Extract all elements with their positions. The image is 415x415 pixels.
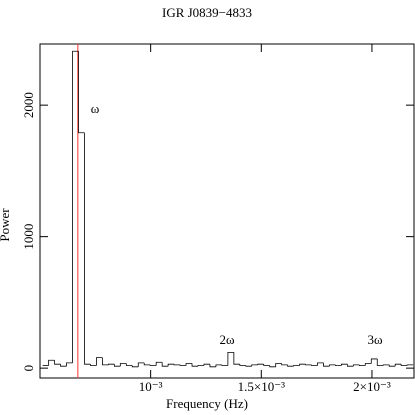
histogram-step bbox=[161, 362, 169, 367]
histogram-step bbox=[233, 352, 240, 365]
y-axis-label: Power bbox=[0, 208, 12, 242]
histogram-step bbox=[131, 365, 139, 368]
histogram-step bbox=[275, 363, 282, 367]
histogram-step bbox=[317, 362, 324, 366]
histogram-step bbox=[155, 361, 163, 366]
histogram-step bbox=[388, 364, 396, 367]
histogram-step bbox=[102, 357, 109, 366]
histogram-step bbox=[48, 359, 55, 366]
histogram-step bbox=[167, 363, 175, 367]
histogram-step bbox=[394, 363, 402, 367]
histogram-step bbox=[311, 364, 318, 366]
histogram-step bbox=[113, 364, 121, 367]
histogram-step bbox=[215, 364, 222, 367]
histogram-step bbox=[84, 132, 91, 365]
histogram-step bbox=[364, 363, 372, 366]
histogram-step bbox=[54, 360, 61, 365]
y-tick-label: 1000 bbox=[21, 224, 36, 250]
histogram-step bbox=[305, 364, 312, 366]
histogram-step bbox=[263, 364, 270, 366]
y-tick-label: 2000 bbox=[21, 92, 36, 118]
annotation: 2ω bbox=[219, 332, 235, 347]
histogram-step bbox=[209, 364, 216, 368]
histogram-step bbox=[370, 358, 378, 364]
histogram-step bbox=[323, 362, 330, 367]
histogram-step bbox=[281, 363, 288, 366]
histogram-step bbox=[72, 50, 79, 363]
histogram-step bbox=[66, 362, 73, 367]
histogram-step bbox=[137, 362, 145, 367]
histogram-step bbox=[107, 363, 115, 365]
histogram-step bbox=[382, 364, 390, 366]
histogram-step bbox=[269, 365, 276, 368]
histogram-step bbox=[346, 364, 354, 367]
histogram-step bbox=[251, 364, 258, 367]
histogram-step bbox=[245, 365, 252, 367]
annotation: 3ω bbox=[367, 332, 383, 347]
annotation: ω bbox=[91, 101, 100, 116]
histogram-step bbox=[221, 364, 228, 366]
histogram-step bbox=[376, 358, 384, 366]
histogram-step bbox=[352, 364, 360, 367]
histogram-step bbox=[335, 364, 342, 366]
histogram-step bbox=[173, 364, 181, 366]
histogram-step bbox=[299, 363, 306, 366]
chart-title: IGR J0839−4833 bbox=[162, 5, 252, 20]
histogram-step bbox=[197, 365, 204, 367]
histogram-step bbox=[287, 364, 294, 367]
histogram-step bbox=[239, 364, 246, 366]
plot-frame bbox=[39, 43, 415, 379]
histogram-step bbox=[203, 363, 210, 366]
x-tick-label: 10⁻³ bbox=[139, 379, 163, 394]
histogram-step bbox=[179, 364, 187, 366]
histogram-step bbox=[149, 364, 157, 366]
histogram-step bbox=[90, 364, 97, 366]
histogram-step bbox=[78, 51, 85, 134]
x-tick-label: 1.5×10⁻³ bbox=[238, 379, 285, 394]
histogram-step bbox=[143, 362, 151, 366]
histogram-step bbox=[358, 364, 366, 366]
histogram-step bbox=[227, 351, 234, 366]
y-tick-label: 0 bbox=[21, 365, 36, 372]
histogram-step bbox=[400, 364, 408, 366]
histogram-step bbox=[293, 365, 300, 367]
histogram-step bbox=[60, 364, 67, 367]
histogram-step bbox=[125, 363, 133, 366]
histogram-step bbox=[329, 364, 336, 367]
histogram-step bbox=[185, 363, 193, 366]
histogram-step bbox=[341, 363, 348, 366]
histogram-step bbox=[119, 363, 127, 367]
histogram-step bbox=[191, 363, 199, 367]
histogram-step bbox=[257, 363, 264, 365]
x-axis-label: Frequency (Hz) bbox=[166, 396, 248, 411]
x-tick-label: 2×10⁻³ bbox=[353, 379, 391, 394]
histogram-step bbox=[406, 364, 414, 366]
histogram-step bbox=[96, 357, 103, 366]
